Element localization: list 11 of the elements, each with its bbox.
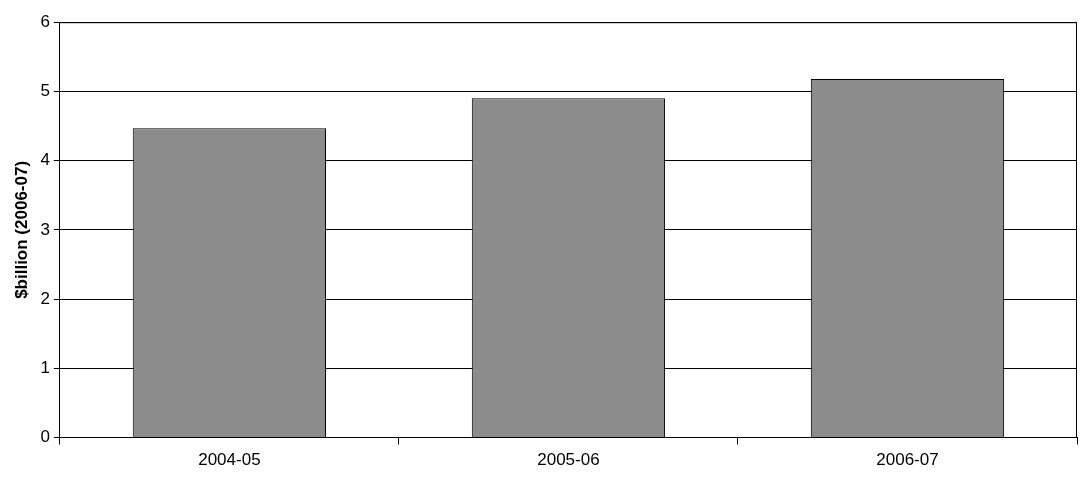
y-tick-label: 0 [40,427,50,447]
x-tick-label: 2006-07 [876,450,939,470]
y-axis-title: $billion (2006-07) [11,160,31,299]
y-tick-label: 2 [40,288,50,308]
y-tick-label: 3 [40,219,50,239]
y-tick-label: 1 [40,358,50,378]
x-tick-label: 2004-05 [198,450,261,470]
y-tick-label: 6 [40,11,50,31]
x-tick-label: 2005-06 [537,450,600,470]
y-tick-label: 5 [40,81,50,101]
y-tick-label: 4 [40,150,50,170]
